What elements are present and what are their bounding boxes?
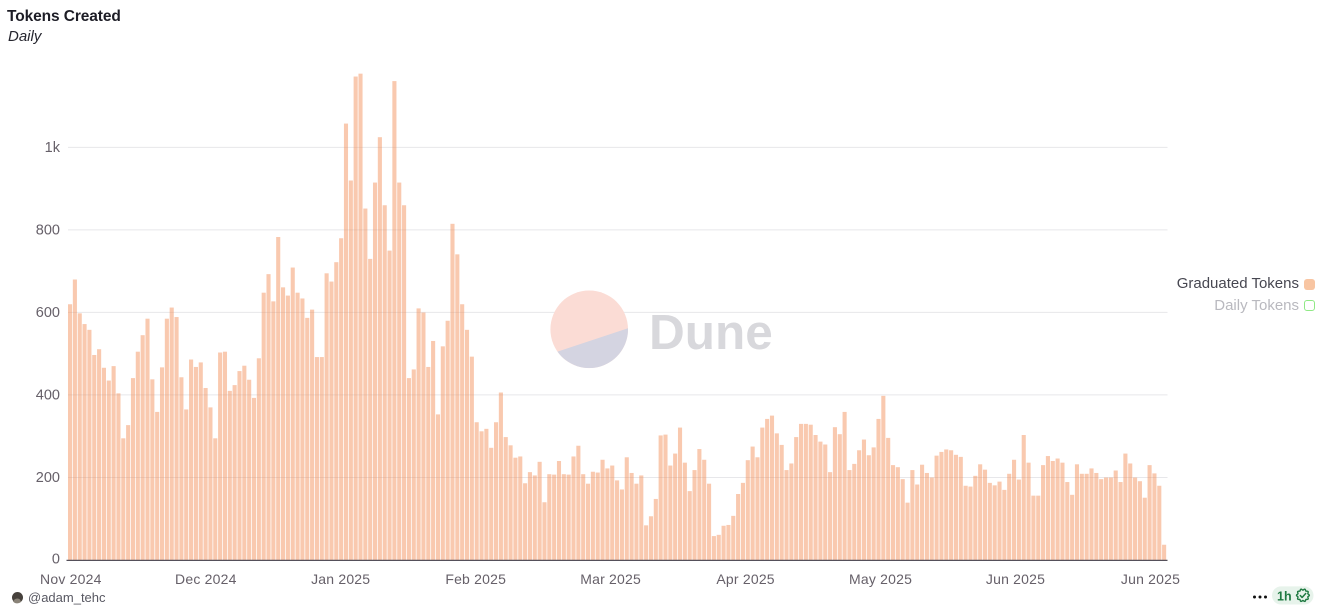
svg-text:200: 200 — [36, 470, 60, 486]
svg-text:Apr 2025: Apr 2025 — [716, 571, 774, 587]
svg-text:Dune: Dune — [649, 305, 773, 360]
svg-text:Jun 2025: Jun 2025 — [1121, 571, 1180, 587]
svg-text:Nov 2024: Nov 2024 — [40, 571, 102, 587]
svg-text:600: 600 — [36, 305, 60, 321]
svg-text:Dec 2024: Dec 2024 — [175, 571, 237, 587]
svg-text:Mar 2025: Mar 2025 — [580, 571, 641, 587]
svg-text:May 2025: May 2025 — [849, 571, 912, 587]
svg-text:1h: 1h — [1277, 590, 1292, 604]
svg-text:Feb 2025: Feb 2025 — [445, 571, 506, 587]
svg-text:800: 800 — [36, 222, 60, 238]
svg-text:Jun 2025: Jun 2025 — [986, 571, 1045, 587]
svg-text:1k: 1k — [45, 140, 61, 156]
svg-text:0: 0 — [52, 552, 60, 568]
svg-text:400: 400 — [36, 387, 60, 403]
svg-text:Jan 2025: Jan 2025 — [311, 571, 370, 587]
